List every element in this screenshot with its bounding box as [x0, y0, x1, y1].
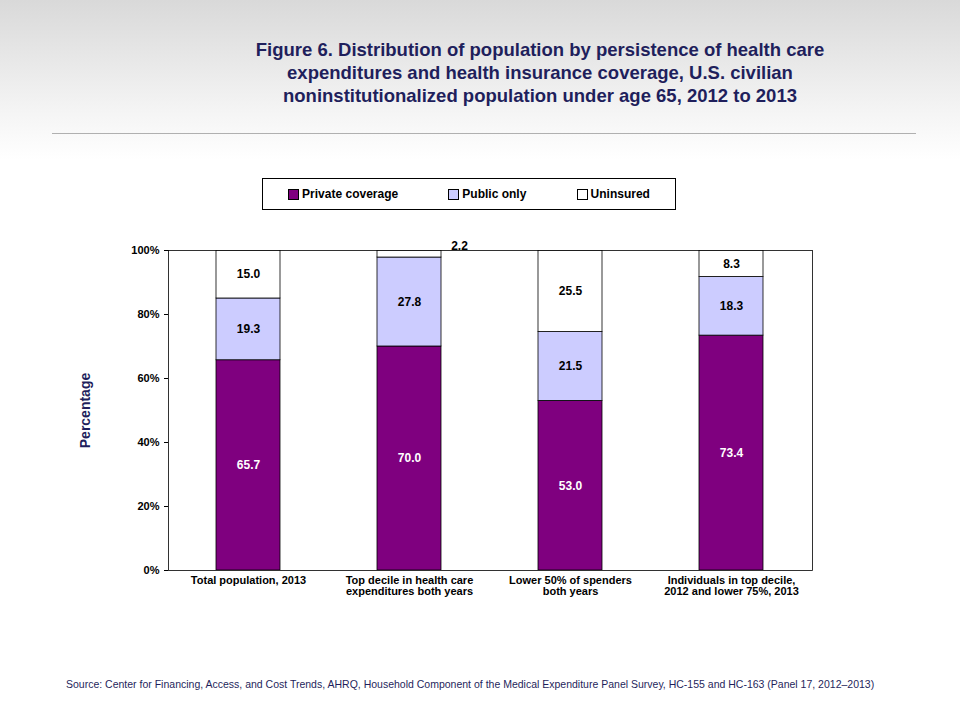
svg-text:100%: 100% — [131, 244, 159, 256]
html-text:Private coverage: Private coverage — [302, 187, 399, 201]
svg-text:Total population, 2013: Total population, 2013 — [191, 574, 306, 586]
svg-text:Lower 50% of spendersboth year: Lower 50% of spendersboth years — [509, 574, 632, 597]
svg-text:27.8: 27.8 — [398, 295, 422, 309]
svg-text:0%: 0% — [144, 564, 160, 576]
svg-text:53.0: 53.0 — [559, 479, 583, 493]
svg-text:20%: 20% — [137, 500, 159, 512]
svg-text:19.3: 19.3 — [237, 322, 261, 336]
svg-text:65.7: 65.7 — [237, 458, 261, 472]
svg-text:Percentage: Percentage — [77, 373, 93, 449]
svg-text:8.3: 8.3 — [723, 257, 740, 271]
svg-text:70.0: 70.0 — [398, 451, 422, 465]
svg-text:Individuals in top decile,2012: Individuals in top decile,2012 and lower… — [664, 574, 799, 597]
svg-text:18.3: 18.3 — [720, 299, 744, 313]
html-text:Source: Center for Financing,: Source: Center for Financing, Access, an… — [66, 678, 875, 690]
svg-text:15.0: 15.0 — [237, 267, 261, 281]
svg-text:Top decile in health careexpen: Top decile in health careexpenditures bo… — [346, 574, 474, 597]
svg-text:25.5: 25.5 — [559, 284, 583, 298]
svg-text:21.5: 21.5 — [559, 359, 583, 373]
svg-text:60%: 60% — [137, 372, 159, 384]
svg-text:2.2: 2.2 — [451, 239, 468, 253]
svg-text:80%: 80% — [137, 308, 159, 320]
html-text:Figure 6. Distribution of popu: Figure 6. Distribution of population by … — [255, 39, 825, 106]
svg-text:73.4: 73.4 — [720, 446, 744, 460]
svg-text:40%: 40% — [137, 436, 159, 448]
html-text:Uninsured: Uninsured — [590, 187, 650, 201]
html-text:Public only: Public only — [462, 187, 527, 201]
